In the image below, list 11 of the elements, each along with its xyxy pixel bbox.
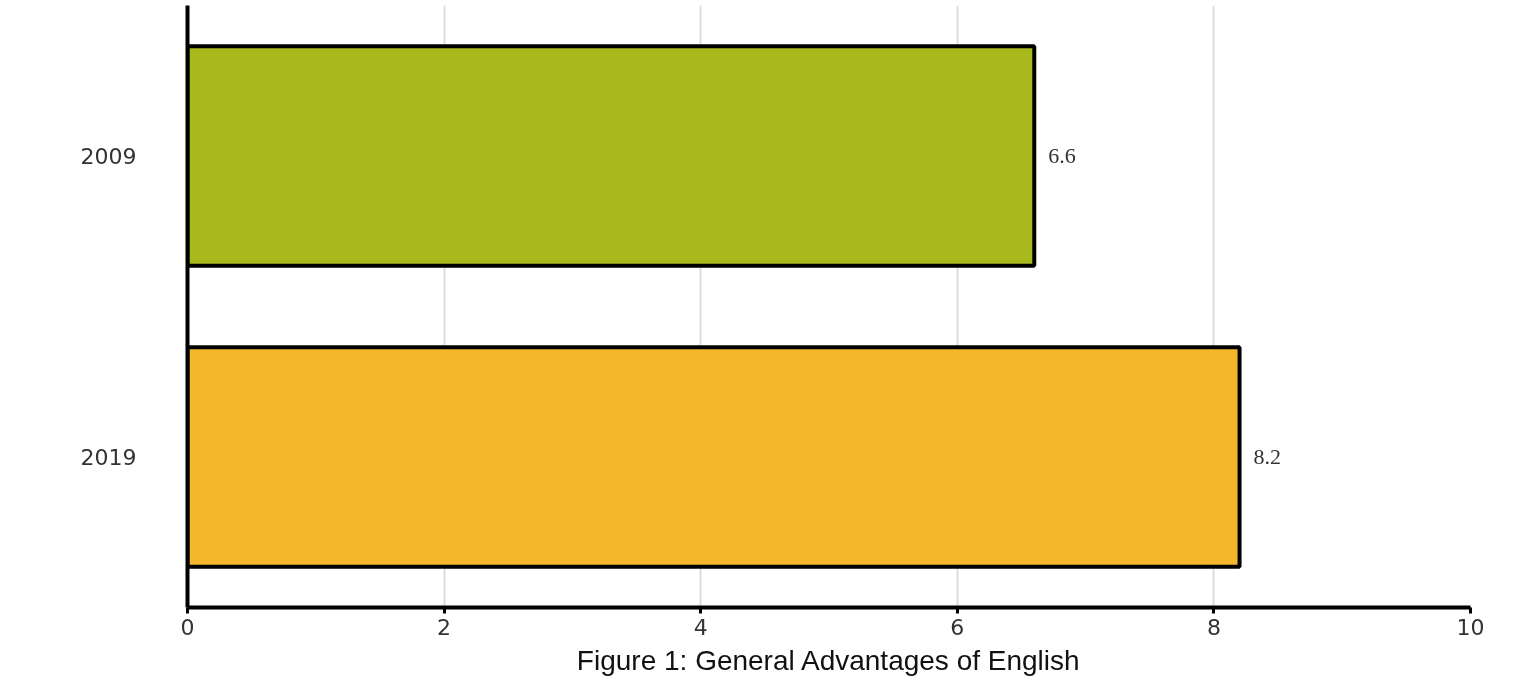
data-label: 6.6 xyxy=(1048,143,1076,168)
data-label: 8.2 xyxy=(1253,444,1282,469)
y-tick-label: 2019 xyxy=(80,445,137,470)
x-tick-label: 6 xyxy=(950,614,965,640)
x-tick-label: 10 xyxy=(1456,614,1485,640)
x-tick-label: 4 xyxy=(693,614,708,640)
y-tick-label: 2009 xyxy=(80,144,137,169)
caption: Figure 1: General Advantages of English xyxy=(576,644,1080,676)
x-tick-label: 8 xyxy=(1206,614,1221,640)
x-tick-label: 2 xyxy=(437,614,452,640)
x-tick-label: 0 xyxy=(180,614,195,640)
